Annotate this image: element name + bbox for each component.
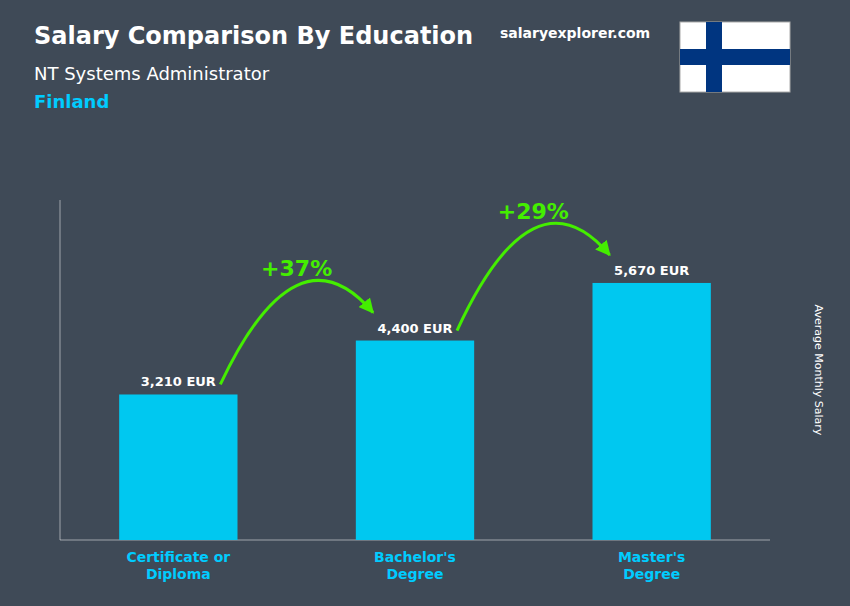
country: Finland bbox=[34, 91, 109, 112]
change-arrow bbox=[457, 223, 610, 330]
data-label: 5,670 EUR bbox=[614, 263, 689, 278]
background bbox=[0, 0, 850, 606]
x-tick-label-line: Diploma bbox=[146, 566, 211, 582]
x-tick-label-line: Bachelor's bbox=[374, 549, 456, 565]
bar bbox=[593, 283, 711, 540]
bar bbox=[119, 394, 237, 540]
chart-container: Salary Comparison By Education NT Systems… bbox=[0, 0, 850, 606]
x-tick-label: Certificate orDiploma bbox=[126, 549, 230, 582]
x-tick-label-line: Certificate or bbox=[126, 549, 230, 565]
x-tick-label-line: Degree bbox=[386, 566, 443, 582]
change-label: +29% bbox=[498, 199, 569, 224]
flag-cross-h bbox=[680, 49, 790, 65]
y-axis-label: Average Monthly Salary bbox=[812, 305, 825, 436]
flag-field bbox=[680, 22, 790, 92]
bar bbox=[356, 341, 474, 540]
change-arrow bbox=[220, 280, 373, 384]
data-label: 3,210 EUR bbox=[141, 374, 216, 389]
chart-svg: Salary Comparison By Education NT Systems… bbox=[0, 0, 850, 606]
change-label: +37% bbox=[261, 256, 332, 281]
brand: salaryexplorer.com bbox=[500, 25, 650, 41]
data-label: 4,400 EUR bbox=[377, 321, 452, 336]
title: Salary Comparison By Education bbox=[34, 22, 473, 50]
x-tick-label-line: Master's bbox=[618, 549, 685, 565]
bars bbox=[119, 283, 711, 540]
x-tick-label: Master'sDegree bbox=[618, 549, 685, 582]
flag-cross-v bbox=[706, 22, 722, 92]
flag bbox=[680, 22, 790, 92]
subtitle: NT Systems Administrator bbox=[34, 63, 270, 84]
x-tick-label: Bachelor'sDegree bbox=[374, 549, 456, 582]
y-axis bbox=[60, 200, 61, 540]
x-tick-label-line: Degree bbox=[623, 566, 680, 582]
